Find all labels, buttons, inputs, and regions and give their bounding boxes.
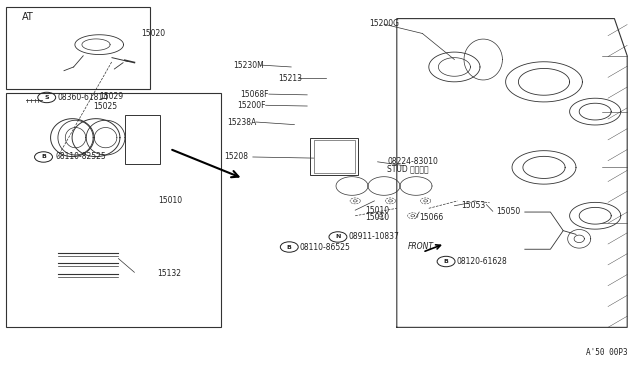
Text: 08120-61628: 08120-61628 — [456, 257, 507, 266]
Text: 15200F: 15200F — [237, 101, 266, 110]
Bar — [6, 93, 221, 327]
Text: S: S — [44, 95, 49, 100]
Text: 08110-86525: 08110-86525 — [300, 243, 350, 251]
Bar — [125, 115, 160, 164]
Bar — [6, 7, 150, 89]
Text: 08911-10837: 08911-10837 — [349, 232, 399, 241]
Bar — [314, 140, 355, 173]
Text: STUD スタッド: STUD スタッド — [387, 165, 429, 174]
Text: 08360-61814: 08360-61814 — [58, 93, 109, 102]
Text: 15020: 15020 — [141, 29, 166, 38]
Text: 15132: 15132 — [157, 269, 181, 278]
Text: A'50 00P3: A'50 00P3 — [586, 348, 627, 357]
Text: FRONT: FRONT — [408, 242, 434, 251]
Text: B: B — [444, 259, 449, 264]
Text: 15208: 15208 — [224, 153, 248, 161]
Text: 15010: 15010 — [365, 206, 389, 215]
Text: 15213: 15213 — [278, 74, 302, 83]
Text: 15066: 15066 — [419, 213, 444, 222]
Text: N: N — [335, 234, 340, 240]
Text: 15029: 15029 — [99, 92, 124, 101]
Text: 15200G: 15200G — [369, 19, 399, 28]
Text: 15025: 15025 — [93, 102, 117, 110]
Text: 15238A: 15238A — [227, 118, 257, 126]
Text: B: B — [287, 244, 292, 250]
Text: 08110-82525: 08110-82525 — [55, 153, 106, 161]
Bar — [310, 138, 358, 175]
Text: B: B — [41, 154, 46, 160]
Text: 15068F: 15068F — [240, 90, 269, 99]
Text: 15230M: 15230M — [234, 61, 264, 70]
Text: AT: AT — [22, 12, 34, 22]
Text: 15053: 15053 — [461, 201, 485, 210]
Text: 08224-83010: 08224-83010 — [387, 157, 438, 166]
Text: 15010: 15010 — [158, 196, 182, 205]
Text: 15010: 15010 — [365, 213, 389, 222]
Text: 15050: 15050 — [496, 207, 520, 216]
